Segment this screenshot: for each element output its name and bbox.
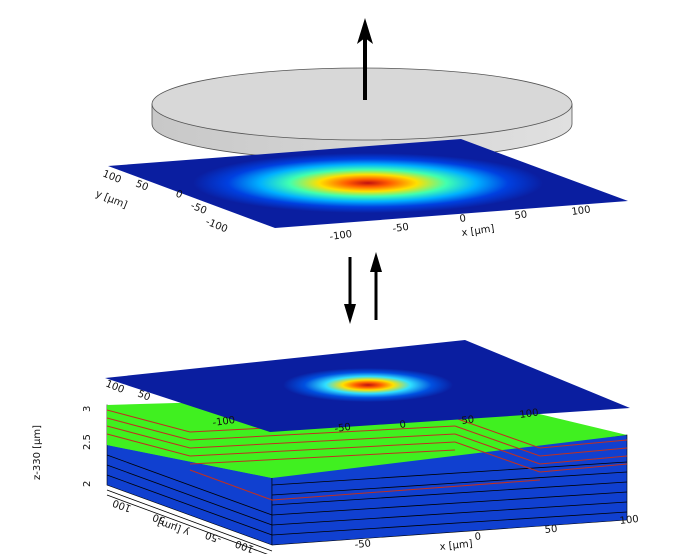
tick-label: 100 [101,169,123,186]
tick-label: 100 [519,407,539,421]
tick-label: 100 [111,497,133,514]
tick-label: -50 [354,538,371,551]
tick-label: 2 [82,481,93,487]
tick-label: -100 [204,217,229,236]
tick-label: 100 [571,204,591,218]
tick-label: 0 [459,213,467,225]
tick-label: -50 [334,422,352,435]
box-axes: -50 0 50 100 x [μm] 100 50 -50 -100 y [μ… [32,406,639,554]
arrow-up [357,18,373,100]
arrows-down-up [344,252,382,324]
axis-label: x [μm] [461,223,495,238]
top-beam [193,153,543,213]
tick-label: 0 [174,189,184,202]
tick-label: -100 [329,229,353,243]
disk [151,67,573,161]
bottom-ticks: -100 -50 0 50 100 100 50 [104,379,539,435]
tick-label: 50 [514,209,528,222]
axis-label: y [μm] [94,189,129,212]
tick-label: -100 [212,415,236,429]
tick-label: -100 [234,537,259,554]
tick-label: 100 [619,514,639,527]
tick-label: -50 [204,529,223,545]
axis-label: z-330 [μm] [32,425,43,480]
tick-label: 50 [136,389,152,404]
tick-label: 0 [399,419,407,431]
tick-label: 50 [544,524,558,536]
tick-label: -50 [392,222,410,235]
tick-label: 3 [82,406,93,412]
tick-label: 50 [134,179,150,194]
tick-label: 50 [151,511,167,526]
tick-label: 2.5 [82,434,93,450]
tick-label: -50 [189,201,208,217]
tick-label: 50 [461,414,475,427]
bottom-beam [283,368,453,402]
tick-label: 0 [474,531,481,543]
axis-label: x [μm] [439,539,473,553]
